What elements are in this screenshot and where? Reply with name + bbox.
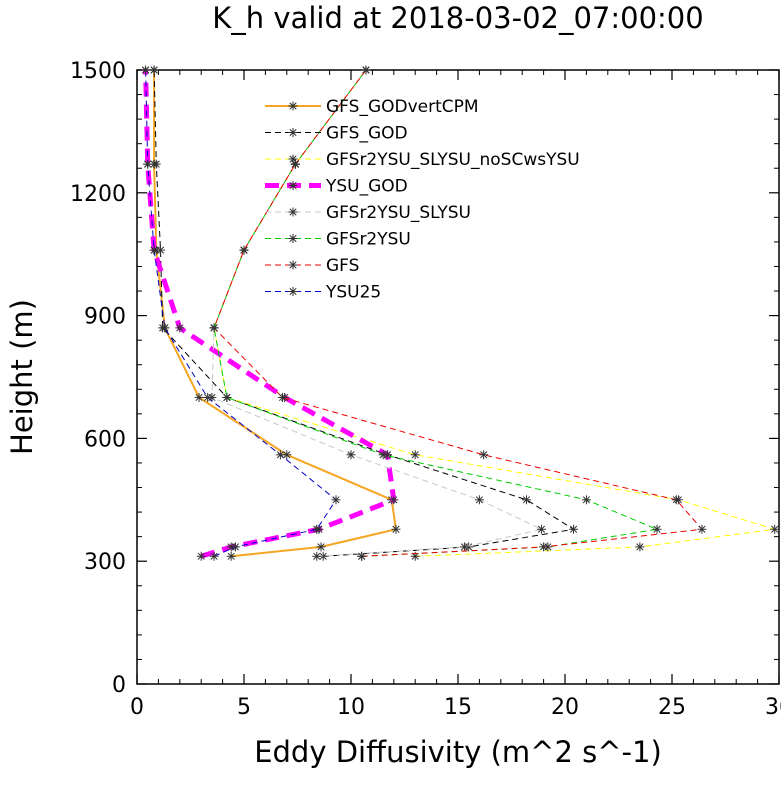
data-point: [331, 495, 341, 505]
data-point: [312, 551, 322, 561]
data-point: [474, 495, 484, 505]
plot-area: [141, 65, 780, 561]
data-point: [203, 392, 213, 402]
x-tick-label: 30: [765, 695, 781, 720]
legend-marker: [288, 128, 298, 137]
data-point: [222, 392, 232, 402]
legend-marker: [288, 207, 298, 217]
legend-label: YSU25: [325, 283, 381, 303]
data-point: [312, 524, 322, 534]
chart-title: K_h valid at 2018-03-02_07:00:00: [212, 1, 703, 35]
series-line-gfs: [213, 69, 703, 557]
legend-marker: [288, 287, 298, 296]
data-point: [652, 524, 662, 534]
data-point: [209, 323, 219, 333]
legend-marker: [288, 181, 298, 190]
data-point: [278, 392, 288, 402]
data-point: [521, 495, 531, 505]
legend-marker: [288, 154, 298, 164]
series-line-gfs-godvertcpm: [153, 70, 397, 558]
x-tick-label: 15: [444, 695, 472, 720]
data-point: [697, 524, 707, 534]
legend-label: GFSr2YSU_SLYSU_noSCwsYSU: [326, 150, 580, 170]
x-tick-label: 20: [551, 695, 579, 720]
data-point: [239, 245, 249, 255]
data-point: [282, 450, 292, 460]
data-point: [151, 159, 161, 169]
data-point: [275, 450, 285, 460]
legend-marker: [288, 260, 298, 270]
x-tick-label: 25: [658, 695, 686, 720]
y-tick-label: 300: [84, 550, 126, 575]
data-point: [160, 323, 170, 333]
y-tick-label: 900: [84, 305, 126, 330]
series-line-gfsr2ysu: [213, 69, 658, 557]
y-tick-label: 1500: [70, 59, 126, 84]
legend-label: GFSr2YSU_SLYSU: [326, 203, 471, 223]
data-point: [635, 542, 645, 552]
data-point: [391, 524, 401, 534]
data-point: [539, 542, 549, 552]
y-axis-label: Height (m): [5, 299, 39, 455]
y-tick-label: 600: [84, 427, 126, 452]
data-point: [346, 450, 356, 460]
legend: GFS_GODvertCPM GFS_GOD GFSr2YSU_SLYSU_noSC…: [265, 97, 580, 303]
x-tick-label: 10: [337, 695, 365, 720]
axes: 051015202530030060090012001500: [70, 59, 781, 720]
legend-label: GFSr2YSU: [326, 230, 411, 250]
data-point: [378, 450, 388, 460]
legend-label: GFS: [326, 256, 359, 276]
data-point: [569, 524, 579, 534]
data-point: [671, 495, 681, 505]
x-tick-label: 5: [237, 695, 251, 720]
data-point: [479, 450, 489, 460]
y-tick-label: 1200: [70, 182, 126, 207]
data-point: [361, 65, 371, 75]
data-point: [143, 159, 153, 169]
data-point: [389, 495, 399, 505]
y-tick-label: 0: [112, 673, 126, 698]
data-point: [149, 245, 159, 255]
data-point: [581, 495, 591, 505]
data-point: [175, 323, 185, 333]
data-point: [459, 542, 469, 552]
data-point: [226, 551, 236, 561]
data-point: [196, 551, 206, 561]
data-point: [410, 450, 420, 460]
data-point: [230, 542, 240, 552]
legend-label: GFS_GODvertCPM: [326, 97, 479, 117]
data-point: [770, 524, 780, 534]
data-point: [536, 524, 546, 534]
series-line-gfsr2ysu-slysu-noscwsysu: [213, 69, 776, 557]
data-point: [209, 551, 219, 561]
data-point: [194, 392, 204, 402]
data-point: [357, 551, 367, 561]
data-point: [316, 542, 326, 552]
series-line-ysu25: [145, 69, 337, 557]
data-point: [141, 65, 151, 75]
legend-marker: [288, 234, 298, 243]
legend-label: YSU_GOD: [325, 177, 408, 197]
legend-marker: [288, 101, 298, 111]
x-axis-label: Eddy Diffusivity (m^2 s^-1): [254, 735, 662, 769]
data-point: [149, 65, 159, 75]
x-tick-label: 0: [130, 695, 144, 720]
legend-label: GFS_GOD: [326, 124, 408, 144]
